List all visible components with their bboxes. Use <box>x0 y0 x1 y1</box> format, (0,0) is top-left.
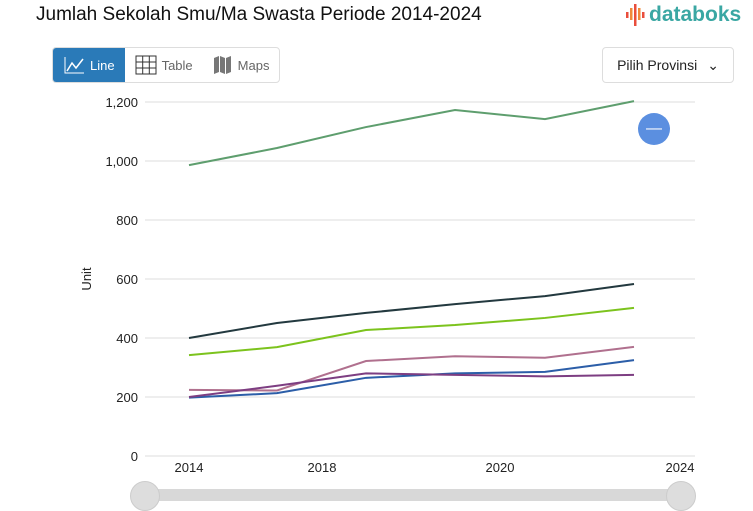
map-icon <box>213 56 231 74</box>
zoom-out-button[interactable]: — <box>638 113 670 145</box>
y-tick-label: 400 <box>116 331 138 346</box>
x-tick-label: 2018 <box>308 460 337 475</box>
y-tick-label: 800 <box>116 213 138 228</box>
logo-text: databoks <box>649 3 742 26</box>
y-tick-label: 1,200 <box>105 95 138 110</box>
range-slider-left-handle[interactable] <box>130 481 160 511</box>
databoks-logo: databoks <box>626 3 741 27</box>
series-line <box>188 283 635 339</box>
tab-line[interactable]: Line <box>53 48 125 82</box>
series-line <box>188 359 635 399</box>
y-axis-label: Unit <box>79 267 94 291</box>
y-tick-label: 600 <box>116 272 138 287</box>
series-line <box>188 345 635 392</box>
y-tick-label: 200 <box>116 390 138 405</box>
line-chart: 0 200 400 600 800 1,000 1,200 2014 2018 2020 2024 U… <box>79 95 695 475</box>
tab-maps[interactable]: Maps <box>203 48 280 82</box>
range-slider-track[interactable] <box>140 489 680 501</box>
tab-line-label: Line <box>90 57 115 73</box>
series-line <box>188 306 635 357</box>
page-title: Jumlah Sekolah Smu/Ma Swasta Periode 201… <box>36 4 482 25</box>
chevron-down-icon: ⌄ <box>707 56 719 73</box>
table-icon <box>135 55 157 75</box>
series-line <box>188 372 635 398</box>
range-slider-right-handle[interactable] <box>666 481 696 511</box>
tab-table-label: Table <box>161 57 193 73</box>
tab-table[interactable]: Table <box>125 48 203 82</box>
series-line <box>188 100 635 167</box>
province-select[interactable]: Pilih Provinsi ⌄ <box>602 47 734 83</box>
logo-bars-icon <box>626 4 645 26</box>
line-chart-icon <box>64 57 84 74</box>
x-tick-label: 2024 <box>666 460 695 475</box>
view-switcher: Line Table Maps <box>52 47 281 83</box>
tab-maps-label: Maps <box>237 57 270 73</box>
y-tick-label: 1,000 <box>105 154 138 169</box>
y-tick-label: 0 <box>131 449 138 464</box>
x-tick-label: 2020 <box>486 460 515 475</box>
minus-icon: — <box>646 120 662 137</box>
x-tick-label: 2014 <box>175 460 204 475</box>
province-select-label: Pilih Provinsi <box>617 57 698 73</box>
